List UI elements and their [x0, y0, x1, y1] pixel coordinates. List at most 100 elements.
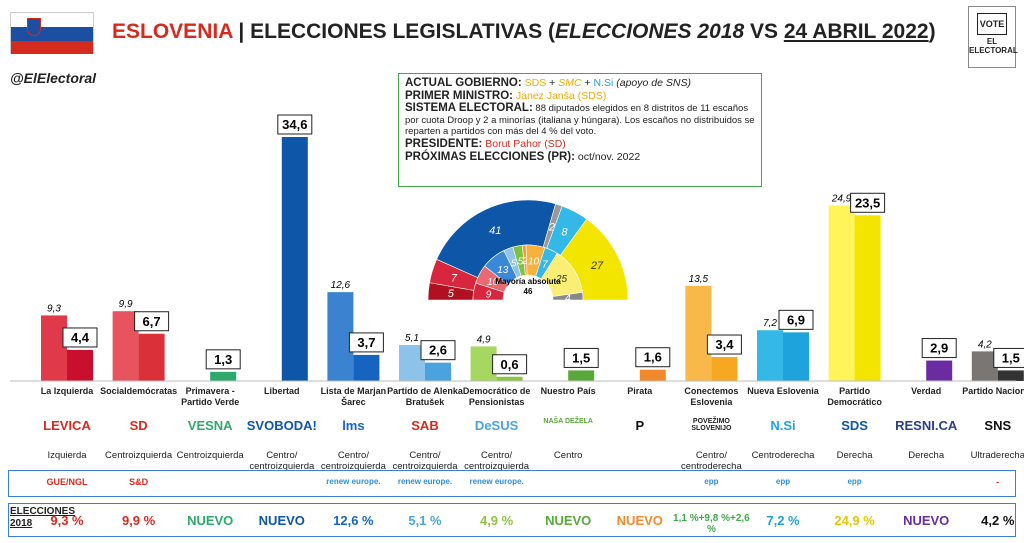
label-2022-10: 6,9	[787, 312, 805, 327]
party-ideology-4: Centro/ centroizquierda	[320, 450, 386, 472]
party-result-2018-6: 4,9 %	[479, 513, 514, 528]
label-2018-11: 24,9	[831, 193, 852, 204]
party-eu-group-6: renew europe.	[469, 477, 524, 486]
party-result-2018-9: 1,1 %+9,8 %+2,6 %	[673, 513, 750, 535]
label-2018-13: 4,2	[978, 339, 992, 350]
party-name-2: Primavera - Partido Verde	[181, 386, 240, 407]
party-logo-13: SNS	[984, 418, 1012, 433]
label-2018-5: 5,1	[405, 333, 419, 344]
page-title: ESLOVENIA | ELECCIONES LEGISLATIVAS (ELE…	[112, 20, 936, 43]
label-2022-3: 34,6	[282, 117, 307, 132]
label-2022-2: 1,3	[214, 352, 232, 367]
party-name-6: Democrático de Pensionistas	[462, 386, 531, 407]
label-2018-1: 9,9	[119, 299, 133, 310]
value-box-2022-10	[778, 309, 814, 330]
value-box-2022-7	[563, 347, 599, 368]
outer-seat-label-2: 41	[489, 225, 501, 237]
party-logo-4: lms	[342, 418, 365, 433]
party-ideology-3: Centro/ centroizquierda	[249, 450, 315, 472]
inner-seat-label-2: 13	[497, 265, 509, 276]
label-2022-5: 2,6	[429, 343, 447, 358]
party-logo-11: SDS	[841, 418, 868, 433]
party-result-2018-8: NUEVO	[616, 513, 663, 528]
label-2022-13: 1,5	[1002, 350, 1020, 365]
outer-seat-label-3: 2	[548, 221, 555, 233]
party-name-11: Partido Democrático	[827, 386, 882, 407]
party-name-9: Conectemos Eslovenia	[684, 386, 739, 407]
party-name-8: Pirata	[627, 386, 653, 396]
bar-2018-9	[685, 285, 712, 381]
party-result-2018-12: NUEVO	[903, 513, 950, 528]
party-name-13: Partido Nacional	[962, 386, 1024, 396]
party-logo-2: VESNA	[187, 418, 233, 433]
party-logo-9: POVEŽIMO SLOVENIJO	[691, 418, 732, 432]
label-2022-4: 3,7	[357, 335, 375, 350]
bar-2022-0	[67, 349, 93, 381]
bar-2022-2	[210, 371, 237, 381]
bar-2022-7	[568, 370, 595, 381]
label-2018-9: 13,5	[689, 274, 709, 285]
value-box-2022-6	[492, 354, 528, 375]
party-name-0: La Izquierda	[40, 386, 94, 396]
party-eu-group-13: -	[996, 477, 1000, 487]
party-name-1: Socialdemócratas	[100, 386, 178, 396]
label-2022-1: 6,7	[143, 314, 161, 329]
party-logo-3: SVOBODA!	[246, 418, 317, 433]
hemicycle-center	[503, 275, 553, 325]
party-logo-12: RESNI.CA	[895, 418, 958, 433]
value-box-2022-0	[62, 327, 98, 348]
bar-2018-0	[41, 315, 67, 381]
party-name-3: Libertad	[264, 386, 300, 396]
bar-2022-12	[926, 360, 953, 381]
elecciones-2018-row	[8, 503, 1016, 537]
party-name-7: Nuestro País	[540, 386, 596, 396]
value-box-2022-3	[277, 114, 313, 135]
party-logo-0: LEVICA	[43, 418, 91, 433]
party-result-2018-13: 4,2 %	[981, 513, 1015, 528]
party-ideology-9: Centro/ centroderecha	[681, 450, 742, 472]
elecciones-2018-label: ELECCIONES 2018	[10, 506, 76, 529]
value-box-2022-9	[706, 334, 742, 355]
outer-seat-label-0: 5	[448, 288, 455, 300]
party-result-2018-2: NUEVO	[187, 513, 234, 528]
party-ideology-10: Centroderecha	[751, 450, 815, 461]
majority-label: Mayoría absoluta	[495, 277, 561, 286]
party-ideology-12: Derecha	[908, 450, 945, 461]
party-result-2018-0: 9,3 %	[50, 513, 84, 528]
party-result-2018-5: 5,1 %	[408, 513, 442, 528]
party-ideology-1: Centroizquierda	[105, 450, 173, 461]
party-logo-6: DeSUS	[474, 418, 519, 433]
label-2022-11: 23,5	[855, 195, 880, 210]
party-eu-group-9: epp	[704, 477, 719, 486]
party-result-2018-1: 9,9 %	[121, 513, 156, 528]
value-box-2022-1	[134, 311, 170, 332]
bar-2022-5	[425, 362, 451, 381]
party-ideology-0: Izquierda	[47, 450, 87, 461]
party-logo-5: SAB	[411, 418, 439, 433]
party-ideology-5: Centro/ centroizquierda	[392, 450, 458, 472]
inner-seat-label-7: 7	[542, 260, 548, 271]
party-eu-group-0: GUE/NGL	[46, 477, 88, 487]
inner-seat-label-8: 25	[555, 274, 568, 285]
label-2018-0: 9,3	[47, 303, 61, 314]
party-result-2018-4: 12,6 %	[333, 513, 374, 528]
label-2018-6: 4,9	[477, 334, 491, 345]
party-name-12: Verdad	[911, 386, 942, 396]
label-2022-12: 2,9	[930, 341, 948, 356]
party-ideology-6: Centro/ centroizquierda	[464, 450, 530, 472]
party-ideology-13: Ultraderecha	[970, 450, 1024, 461]
party-ideology-7: Centro	[553, 450, 583, 461]
author-handle: @ElElectoral	[10, 70, 97, 86]
party-ideology-11: Derecha	[836, 450, 873, 461]
label-2022-9: 3,4	[715, 337, 734, 352]
party-result-2018-11: 24,9 %	[834, 513, 875, 528]
party-result-2018-3: NUEVO	[258, 513, 305, 528]
inner-seat-label-9: 4	[565, 293, 571, 304]
outer-seat-label-4: 8	[561, 227, 568, 239]
party-name-5: Partido de Alenka Bratušek	[387, 386, 463, 407]
eu-group-row	[8, 470, 1016, 497]
bar-2022-8	[639, 369, 666, 381]
slovenia-flag	[10, 12, 94, 54]
party-name-10: Nueva Eslovenia	[747, 386, 819, 396]
